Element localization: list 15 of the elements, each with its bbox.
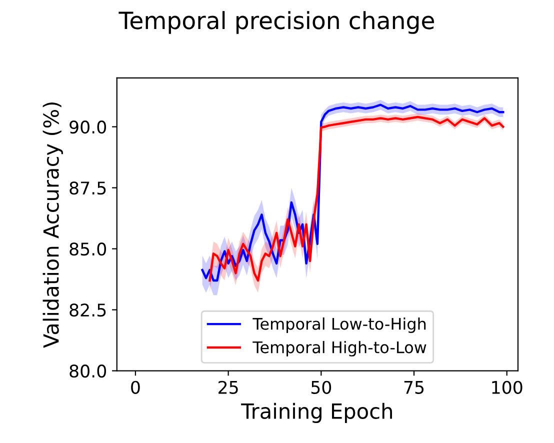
- x-tick-label: 100: [492, 380, 522, 394]
- y-tick-label: 85.0: [70, 242, 106, 256]
- legend-label: Temporal Low-to-High: [252, 318, 426, 333]
- x-tick-label: 0: [131, 380, 140, 394]
- x-tick-label: 25: [218, 380, 238, 394]
- y-tick-label: 82.5: [70, 303, 106, 317]
- y-tick-label: 80.0: [70, 364, 106, 378]
- x-tick-label: 50: [311, 380, 332, 394]
- y-tick-label: 87.5: [70, 181, 106, 195]
- chart-title: Temporal precision change: [118, 11, 434, 34]
- y-axis-title: Validation Accuracy (%): [42, 102, 63, 348]
- y-tick-label: 90.0: [70, 120, 106, 134]
- x-axis-title: Training Epoch: [241, 402, 392, 424]
- x-tick-label: 75: [404, 381, 424, 394]
- legend-label: Temporal High-to-Low: [252, 340, 426, 356]
